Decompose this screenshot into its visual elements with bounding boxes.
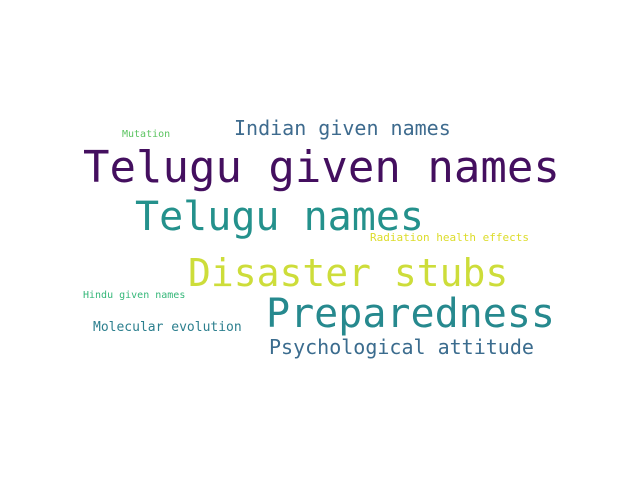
word-disaster-stubs: Disaster stubs (188, 251, 509, 295)
word-telugu-names: Telugu names (135, 194, 424, 240)
word-radiation-health-effects: Radiation health effects (370, 231, 529, 244)
word-molecular-evolution: Molecular evolution (93, 320, 242, 335)
word-telugu-given-names: Telugu given names (83, 142, 560, 193)
word-indian-given-names: Indian given names (234, 116, 451, 140)
word-preparedness: Preparedness (266, 291, 555, 337)
word-hindu-given-names: Hindu given names (83, 290, 186, 301)
word-mutation: Mutation (122, 129, 171, 140)
word-psychological-attitude: Psychological attitude (269, 335, 534, 359)
